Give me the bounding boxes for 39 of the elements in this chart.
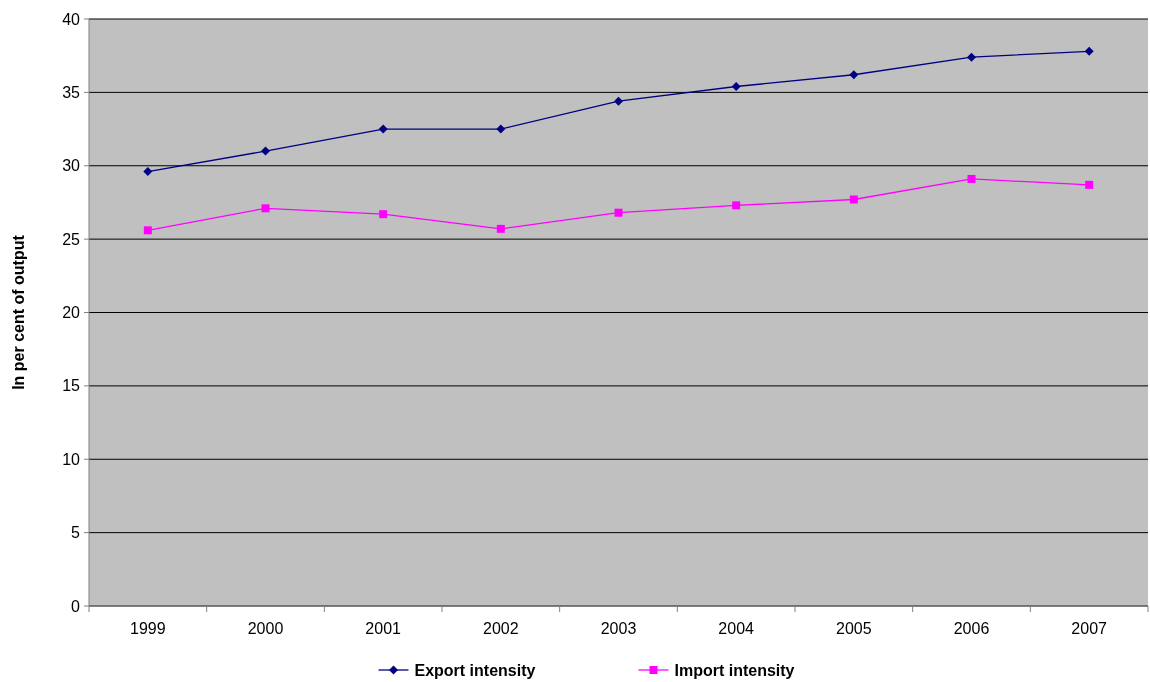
- legend-label: Import intensity: [674, 661, 795, 679]
- point: [496, 124, 506, 134]
- x-tick-label: 2003: [600, 620, 637, 637]
- y-tick-label: 25: [62, 230, 81, 248]
- point: [261, 146, 270, 156]
- x-tick-label: 2004: [718, 620, 755, 637]
- point: [967, 174, 976, 183]
- point: [496, 224, 505, 233]
- x-tick-label: 1999: [130, 620, 166, 637]
- y-tick-label: 40: [62, 10, 81, 28]
- point: [378, 124, 388, 134]
- point: [967, 52, 976, 62]
- x-tick-label: 2000: [247, 620, 284, 637]
- y-tick-label: 35: [62, 83, 81, 101]
- x-tick-label: 2006: [953, 620, 990, 637]
- x-tick-label: 2001: [365, 620, 402, 637]
- point: [143, 226, 152, 235]
- point: [849, 195, 858, 204]
- y-tick-label: 10: [62, 450, 81, 468]
- point: [849, 70, 859, 80]
- point: [1084, 46, 1094, 56]
- point: [261, 204, 270, 213]
- point: [732, 201, 741, 210]
- legend-label: Export intensity: [414, 661, 536, 679]
- y-tick-label: 0: [71, 597, 81, 615]
- point: [1085, 180, 1094, 189]
- point: [731, 82, 741, 92]
- x-tick-label: 2007: [1071, 620, 1108, 637]
- x-tick-label: 2005: [836, 620, 872, 637]
- point: [143, 167, 153, 177]
- y-tick-label: 20: [62, 304, 81, 322]
- y-tick-label: 15: [62, 377, 81, 395]
- y-axis-title: In per cent of output: [10, 234, 27, 390]
- y-tick-label: 30: [62, 157, 81, 175]
- x-tick-label: 2002: [483, 620, 519, 637]
- point: [614, 208, 623, 217]
- point: [614, 96, 623, 106]
- point: [379, 210, 388, 219]
- y-tick-label: 5: [71, 524, 81, 542]
